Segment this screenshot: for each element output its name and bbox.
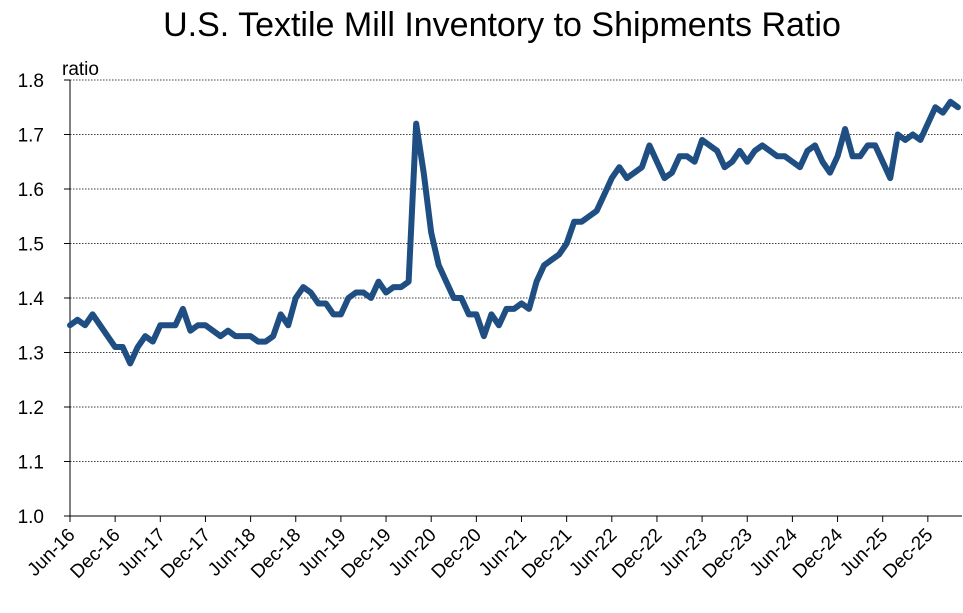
y-tick-label: 1.7 xyxy=(18,126,44,147)
y-tick-label: 1.2 xyxy=(18,398,44,419)
series-layer xyxy=(67,98,961,367)
axes xyxy=(69,80,962,517)
y-tick-label: 1.4 xyxy=(18,289,45,310)
x-tick-label: Dec-16 xyxy=(67,525,125,583)
y-tick-label: 1.1 xyxy=(18,453,44,474)
y-tick-label: 1.6 xyxy=(18,180,44,201)
x-tick-label: Dec-25 xyxy=(879,525,937,583)
x-tick-label: Dec-20 xyxy=(428,525,486,583)
y-tick-label: 1.0 xyxy=(18,507,44,528)
chart-title: U.S. Textile Mill Inventory to Shipments… xyxy=(163,6,841,44)
x-tick-label: Dec-17 xyxy=(157,525,215,583)
x-tick-label: Dec-23 xyxy=(699,525,757,583)
y-tick-label: 1.3 xyxy=(18,344,44,365)
y-tick-label: 1.5 xyxy=(18,235,44,256)
y-tick-label: 1.8 xyxy=(18,71,44,92)
y-axis-ticks: 1.0 1.1 1.2 1.3 1.4 1.5 1.6 1.7 1.8 xyxy=(18,71,70,528)
series-line xyxy=(67,98,961,367)
x-tick-label: Dec-19 xyxy=(337,525,395,583)
y-axis-unit-label: ratio xyxy=(62,59,99,80)
x-axis-ticks: Jun-16Dec-16Jun-17Dec-17Jun-18Dec-18Jun-… xyxy=(24,516,937,583)
x-tick-label: Dec-21 xyxy=(518,525,576,583)
grid-lines xyxy=(70,79,962,462)
x-tick-label: Dec-22 xyxy=(608,525,666,583)
x-tick-label: Dec-24 xyxy=(789,524,847,582)
x-tick-label: Dec-18 xyxy=(247,525,305,583)
